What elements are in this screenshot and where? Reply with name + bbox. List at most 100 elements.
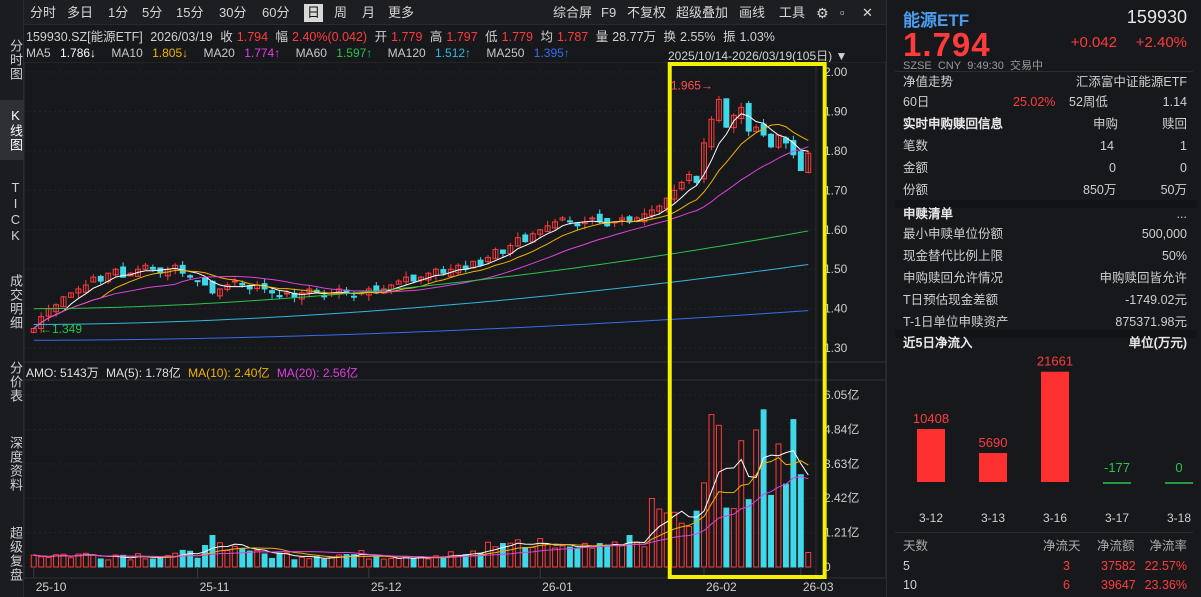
price-tick-label: 1.70 [824,183,848,197]
nav-trend-row[interactable]: 净值走势 汇添富中证能源ETF [903,75,1187,89]
candle-body [410,274,417,282]
volume-bar [566,546,573,568]
symbol-code: 159930.SZ[能源ETF] [26,30,143,44]
period-more[interactable]: 更多 [388,5,415,20]
turnover-value: 2.55% [680,30,716,44]
volume-bar [142,558,149,568]
candle-body [477,259,484,266]
btn-composite-screen[interactable]: 综合屏 [553,5,593,20]
period-week[interactable]: 周 [334,5,348,20]
candle-body [715,99,722,121]
ma20-line [33,146,809,329]
flow-table-row: 5 3 37582 22.57% [903,559,1187,573]
more-icon: ... [1176,207,1187,221]
candle-body [544,225,551,233]
candle-body [619,217,626,221]
period-month[interactable]: 月 [362,5,376,20]
volume-tick-label: 4.84亿 [824,421,859,436]
candle-body [574,223,581,227]
period-30min[interactable]: 30分 [219,5,247,20]
tab-price-table[interactable]: 分价表 [8,361,23,403]
candle-body [388,284,395,292]
left-tab-bar: 分时图 K线图 TICK 成交明细 分价表 深度资料 超级复盘 [0,0,24,597]
candle-body [485,256,491,263]
tab-intraday[interactable]: 分时图 [8,39,23,81]
list-row-unit-asset: T-1日单位申赎资产 875371.98元 [903,315,1187,329]
volume-bar [269,557,276,568]
tab-kline[interactable]: K线图 [0,100,24,160]
period-5min[interactable]: 5分 [142,5,163,20]
volume-bar [53,554,60,568]
fund-code: 159930 [1126,7,1187,27]
dropdown-arrow-icon[interactable]: ▼ [835,49,848,63]
volume-bar [425,558,432,568]
candle-body [97,275,104,282]
square-icon[interactable]: ▫ [840,5,845,20]
volume-bar [492,546,499,568]
volume-bar [768,494,774,568]
tab-tick[interactable]: TICK [8,180,23,244]
ma-long-line [33,310,809,341]
btn-tools[interactable]: 工具 [779,5,806,20]
period-toolbar: 分时 多日 1分 5分 15分 30分 60分 日 周 月 更多 综合屏 F9 … [24,0,886,25]
candle-body [559,217,566,221]
period-intraday[interactable]: 分时 [30,5,57,20]
flow-value-label: -177 [1104,460,1130,475]
volume-bar [149,558,156,568]
volume-bar [581,542,588,568]
date-range[interactable]: 2025/10/14-2026/03/19(105日) ▼ [668,49,848,63]
volume-bar [224,549,231,568]
list-header[interactable]: 申赎清单 ... [903,204,1187,224]
candle-body [149,266,156,270]
open-label: 开 [374,30,388,44]
volume-bar [522,547,529,568]
tab-depth-data[interactable]: 深度资料 [8,436,23,492]
btn-f9[interactable]: F9 [601,5,617,20]
volume-bar [671,511,678,568]
volume-bar [470,550,477,568]
volume-bar [135,553,141,568]
period-60min[interactable]: 60分 [262,5,290,20]
vol-ma10: MA(10): 2.40亿 [188,366,270,380]
period-15min[interactable]: 15分 [176,5,204,20]
volume-bar [678,522,685,568]
volume-bar [358,550,365,568]
settings-gear-icon[interactable]: ⚙ [816,5,829,21]
candle-body [142,264,149,270]
price-tick-label: 1.80 [824,144,848,158]
flow-bar [1041,371,1069,482]
period-multi-day[interactable]: 多日 [67,5,94,20]
candle-body [723,98,730,128]
close-label: 收 [220,30,233,44]
close-icon[interactable]: ✕ [862,5,873,20]
ma-long-line [33,263,809,325]
tab-trade-detail[interactable]: 成交明细 [8,274,23,330]
candle-body [708,118,715,148]
volume-bar [440,556,447,568]
btn-super-overlay[interactable]: 超级叠加 [676,5,729,20]
candle-body [686,174,693,182]
volume-tick-label: 3.63亿 [824,456,859,471]
realtime-header: 实时申购赎回信息 申购 赎回 [903,117,1187,131]
btn-draw-line[interactable]: 画线 [739,5,766,20]
candle-body [90,276,97,283]
flow-category-label: 3-16 [1043,511,1067,525]
list-row-permission: 申购赎回允许情况 申购赎回皆允许 [903,271,1187,285]
kline-chart-area[interactable]: 1.965→ ←1.349 2.00 1.90 1.80 1.70 1.60 1.50 1.4… [24,62,886,597]
quote-line: 159930.SZ[能源ETF] 2026/03/19 收 1.794 幅 2.40… [26,26,779,44]
period-1min[interactable]: 1分 [108,5,129,20]
volume-tick-label: 6.05亿 [824,387,859,402]
candle-body [239,283,246,286]
volume-bar [738,440,745,568]
period-day[interactable]: 日 [304,4,324,22]
tab-super-review[interactable]: 超级复盘 [8,526,23,582]
high-value: 1.797 [446,30,478,44]
volume-bar [432,555,439,568]
btn-no-adjust[interactable]: 不复权 [627,5,667,20]
volume-bar [97,558,104,568]
amplitude-label: 振 [722,30,736,44]
volume-bar [559,545,566,568]
volume-bar [343,554,350,568]
volume-bar [239,548,246,568]
amplitude-value: 1.03% [739,30,775,44]
